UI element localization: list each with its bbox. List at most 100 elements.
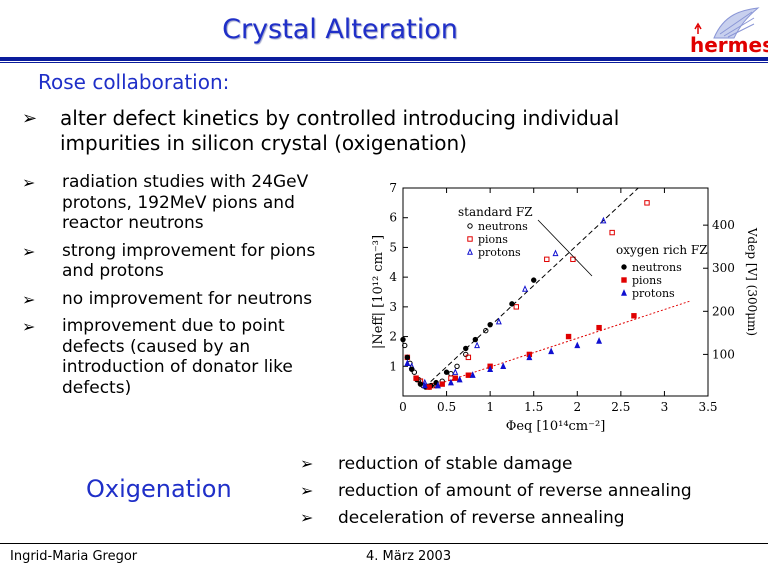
data-point <box>404 354 411 361</box>
right-tick-label: 200 <box>712 304 735 318</box>
list-item: ➢ reduction of stable damage <box>300 454 760 474</box>
footer-rule <box>0 543 768 544</box>
data-point <box>409 366 415 372</box>
data-point <box>596 337 603 344</box>
plot-frame <box>402 187 709 397</box>
data-point <box>452 368 459 375</box>
bullet-arrow-icon: ➢ <box>300 481 314 500</box>
data-point <box>600 216 607 224</box>
y-tick-label: 6 <box>389 211 397 225</box>
bullet-arrow-icon: ➢ <box>22 241 36 261</box>
data-point <box>404 359 411 367</box>
right-tick-label: 100 <box>712 347 735 361</box>
neff-fluence-chart: 0 0.5 1 1.5 2 2.5 3 3.5 1 2 3 4 5 6 7 100 200 300 400 Φeq [… <box>371 181 759 434</box>
y-tick-label: 4 <box>389 270 397 284</box>
legend-entry-label: pions <box>632 274 662 287</box>
data-point <box>513 304 519 310</box>
data-point <box>621 289 627 296</box>
right-tick-label: 300 <box>712 261 735 275</box>
list-item-text: improvement due to point defects (caused… <box>62 316 293 398</box>
list-item: ➢ deceleration of reverse annealing <box>300 508 760 528</box>
data-point <box>421 381 428 389</box>
data-point <box>509 301 515 307</box>
header-rule <box>0 57 768 61</box>
data-point <box>609 229 615 236</box>
data-point <box>434 381 441 389</box>
x-tick-label: 0 <box>399 400 407 414</box>
data-point <box>463 345 469 352</box>
legend-standard-title: standard FZ <box>458 205 533 219</box>
data-point <box>469 371 476 378</box>
data-point <box>454 363 460 369</box>
x-tick-label: 1.5 <box>524 400 543 414</box>
header-rule-thin <box>0 62 768 63</box>
list-item: ➢ radiation studies with 24GeV protons, … <box>22 172 352 234</box>
x-tick-label: 2 <box>573 400 581 414</box>
logo-arrow-icon <box>694 22 702 34</box>
data-point <box>570 256 576 263</box>
data-point <box>474 341 481 349</box>
data-point <box>565 333 572 340</box>
fit-line <box>424 187 639 388</box>
legend-entry-label: pions <box>478 233 508 246</box>
list-item-text: reduction of amount of reverse annealing <box>338 481 692 501</box>
legend-entry-label: protons <box>478 246 521 259</box>
x-tick-label: 3 <box>661 400 669 414</box>
x-tick-label: 3.5 <box>698 400 717 414</box>
data-point <box>448 371 454 377</box>
right-bullet-list: ➢ reduction of stable damage ➢ reduction… <box>300 454 760 535</box>
bullet-arrow-icon: ➢ <box>22 317 36 336</box>
legend-oxygen-title: oxygen rich FZ <box>616 243 708 257</box>
footer-date: 4. März 2003 <box>366 549 452 564</box>
list-item-text: reduction of stable damage <box>338 454 573 474</box>
legend-pointer-line <box>537 219 593 277</box>
list-item: ➢ strong improvement for pions and proto… <box>22 241 352 282</box>
data-point <box>443 369 450 375</box>
data-point <box>522 285 528 292</box>
data-point <box>467 248 473 255</box>
x-tick-label: 2.5 <box>611 400 630 414</box>
bullet-arrow-icon: ➢ <box>22 289 36 309</box>
data-point <box>472 336 479 343</box>
data-point <box>526 353 533 361</box>
data-point <box>487 365 494 372</box>
list-item-text: deceleration of reverse annealing <box>338 508 625 528</box>
chart-markers <box>400 200 650 390</box>
legend-entry-label: neutrons <box>632 261 682 274</box>
footer-author: Ingrid-Maria Gregor <box>10 549 138 564</box>
bullet-arrow-icon: ➢ <box>22 108 38 129</box>
legend-entry-label: neutrons <box>478 220 528 233</box>
logo-wing-lines-icon <box>719 11 755 38</box>
y-tick-label: 3 <box>389 300 397 314</box>
data-point <box>400 336 406 343</box>
data-point <box>544 256 550 263</box>
list-item: ➢ improvement due to point defects (caus… <box>22 316 352 398</box>
main-bullet-text: alter defect kinetics by controlled intr… <box>60 106 620 155</box>
x-axis-label: Φeq [10¹⁴cm⁻²] <box>506 419 606 434</box>
data-point <box>552 249 559 257</box>
data-point <box>621 264 627 270</box>
data-point <box>500 362 507 369</box>
hermes-logo: hermes <box>690 7 768 57</box>
data-point <box>495 317 502 325</box>
x-tick-label: 1 <box>486 400 494 414</box>
list-item: ➢ reduction of amount of reverse anneali… <box>300 481 760 501</box>
data-point <box>465 354 472 361</box>
data-point <box>487 321 493 328</box>
bullet-arrow-icon: ➢ <box>300 508 314 527</box>
x-tick-label: 0.5 <box>437 400 456 414</box>
oxygenation-label: Oxigenation <box>86 475 232 503</box>
data-point <box>452 375 458 381</box>
data-point <box>456 375 463 383</box>
chart-axes: 0 0.5 1 1.5 2 2.5 3 3.5 1 2 3 4 5 6 7 100 200 300 400 Φeq [… <box>371 181 759 434</box>
subtitle: Rose collaboration: <box>38 70 230 94</box>
bullet-arrow-icon: ➢ <box>300 454 314 473</box>
data-point <box>465 372 472 378</box>
data-point <box>644 200 650 206</box>
data-point <box>467 223 473 229</box>
logo-text: hermes <box>690 33 768 57</box>
data-point <box>596 324 602 331</box>
right-tick-label: 400 <box>712 218 735 232</box>
data-point <box>411 369 418 375</box>
